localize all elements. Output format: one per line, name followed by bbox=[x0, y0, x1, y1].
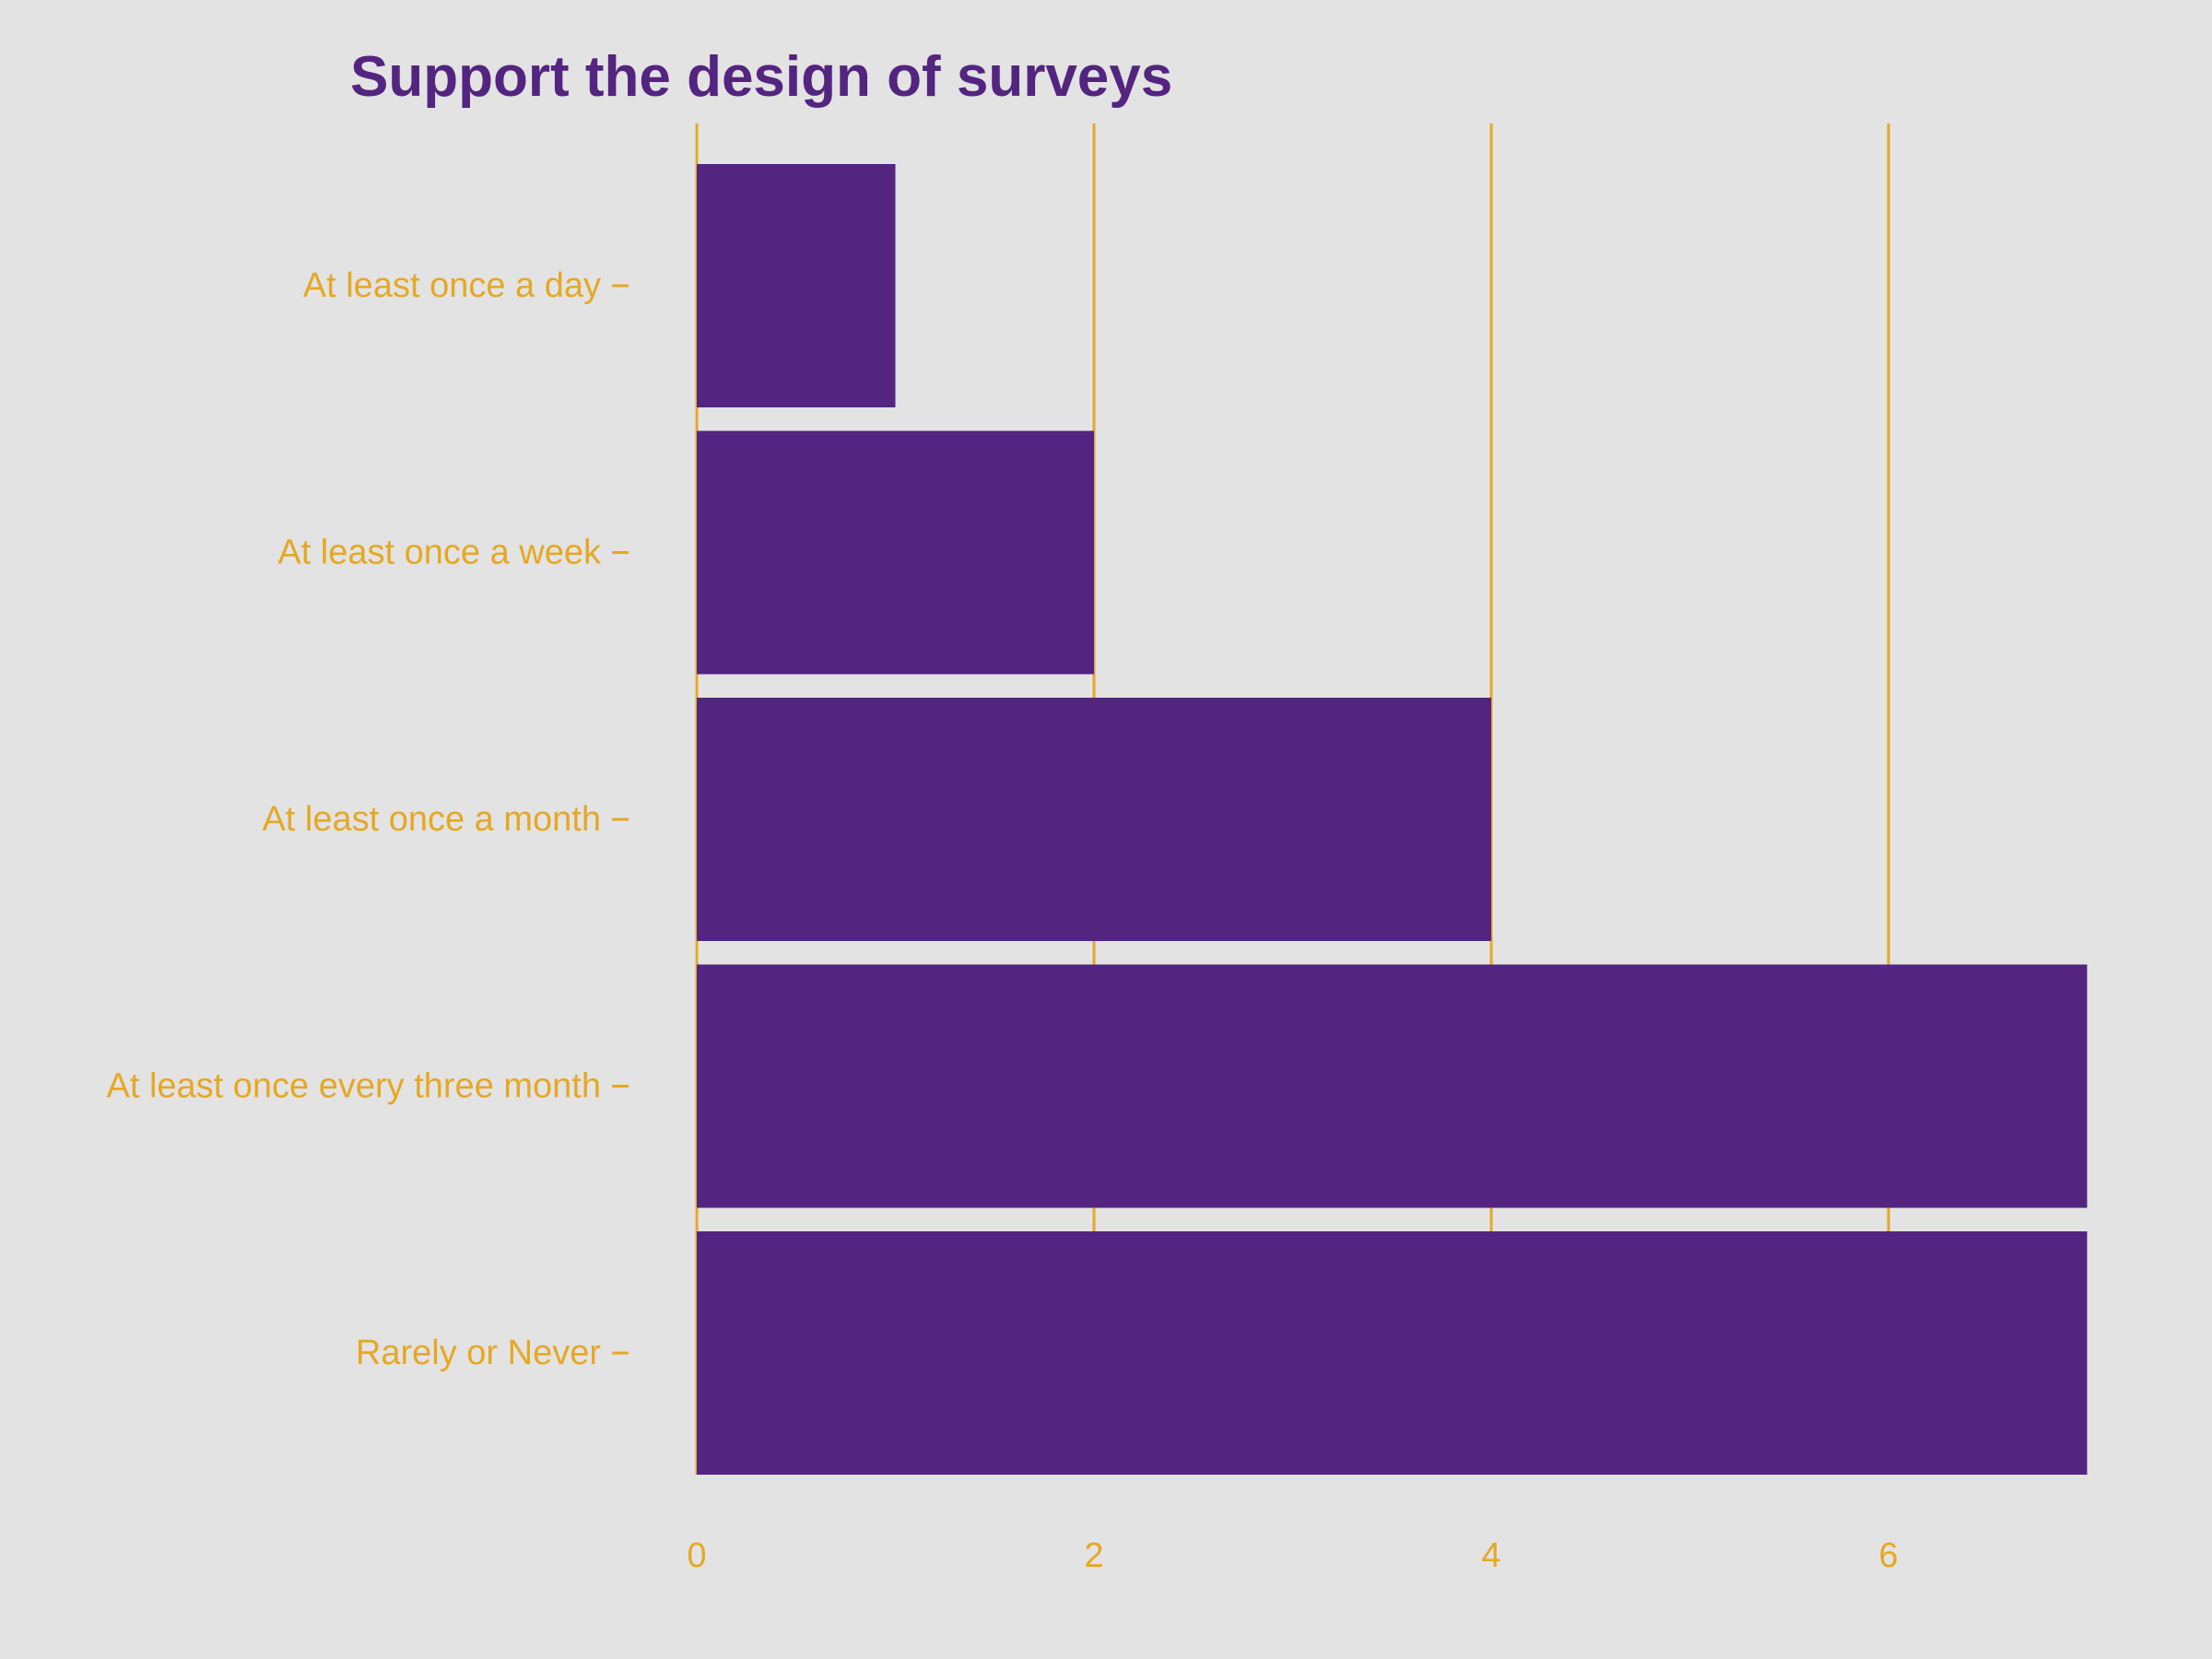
y-tick-label-4: Rarely or Never bbox=[356, 1334, 601, 1372]
x-tick-label-1: 2 bbox=[1084, 1536, 1103, 1575]
x-axis: 0 2 4 6 bbox=[687, 1536, 1898, 1575]
x-tick-label-0: 0 bbox=[687, 1536, 706, 1575]
bar-2 bbox=[697, 698, 1491, 941]
chart-title: Support the design of surveys bbox=[350, 45, 1173, 109]
y-tick-label-2: At least once a month bbox=[262, 800, 601, 839]
bars bbox=[697, 164, 2088, 1475]
bar-1 bbox=[697, 430, 1094, 675]
y-tick-label-0: At least once a day bbox=[303, 266, 601, 305]
bar-3 bbox=[697, 964, 2088, 1208]
y-axis: At least once a day At least once a week A… bbox=[106, 266, 629, 1372]
bar-4 bbox=[697, 1231, 2088, 1475]
x-tick-label-3: 6 bbox=[1878, 1536, 1898, 1575]
y-tick-label-1: At least once a week bbox=[277, 534, 602, 572]
bar-0 bbox=[697, 164, 896, 407]
x-tick-label-2: 4 bbox=[1481, 1536, 1500, 1575]
y-tick-label-3: At least once every three month bbox=[106, 1067, 601, 1106]
